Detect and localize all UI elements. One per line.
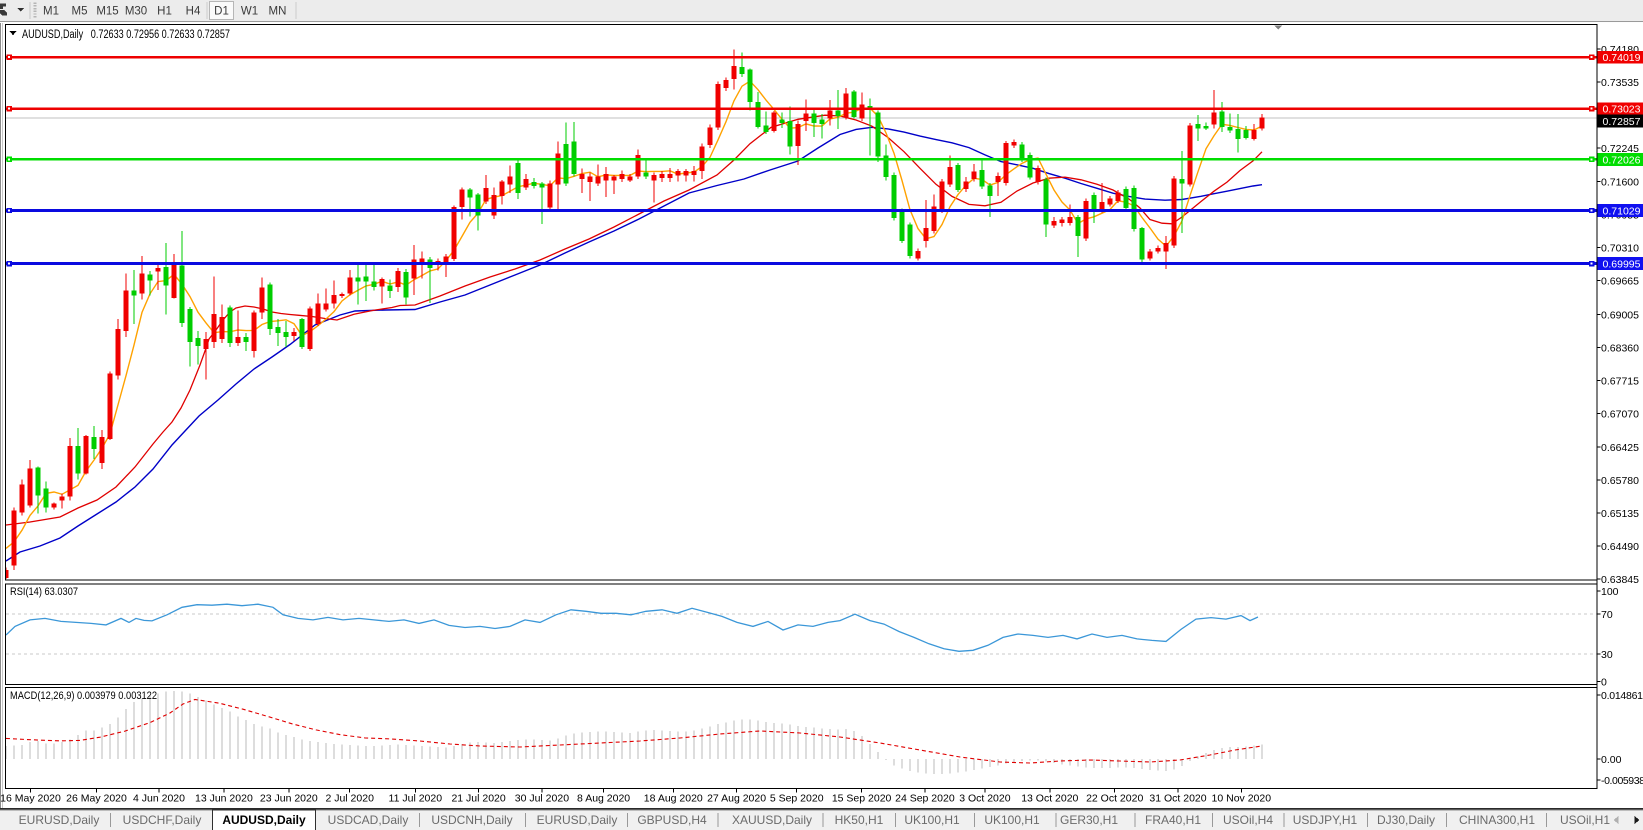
svg-text:5 Sep 2020: 5 Sep 2020 (770, 793, 824, 805)
svg-text:0.66425: 0.66425 (1601, 442, 1639, 454)
svg-text:18 Aug 2020: 18 Aug 2020 (644, 793, 703, 805)
svg-text:0.69665: 0.69665 (1601, 276, 1639, 288)
svg-text:15 Sep 2020: 15 Sep 2020 (832, 793, 892, 805)
svg-text:GBPUSD,H4: GBPUSD,H4 (637, 813, 707, 827)
svg-text:100: 100 (1601, 586, 1619, 598)
svg-text:DJ30,Daily: DJ30,Daily (1377, 813, 1435, 827)
svg-text:30: 30 (1601, 649, 1613, 661)
svg-text:M1: M1 (43, 6, 59, 18)
svg-text:31 Oct 2020: 31 Oct 2020 (1149, 793, 1206, 805)
svg-text:0: 0 (1601, 676, 1607, 688)
svg-text:-0.005938: -0.005938 (1601, 775, 1643, 787)
svg-text:70: 70 (1601, 609, 1613, 621)
svg-text:CHINA300,H1: CHINA300,H1 (1459, 813, 1535, 827)
svg-text:21 Jul 2020: 21 Jul 2020 (451, 793, 505, 805)
svg-text:H1: H1 (157, 6, 172, 18)
svg-text:16 May 2020: 16 May 2020 (0, 793, 61, 805)
svg-text:3 Oct 2020: 3 Oct 2020 (959, 793, 1011, 805)
svg-text:AUDUSD,Daily 0.72633 0.72956: AUDUSD,Daily 0.72633 0.72956 0.72633 0.7… (22, 29, 230, 41)
svg-text:0.72026: 0.72026 (1603, 154, 1641, 166)
svg-text:0.68360: 0.68360 (1601, 343, 1639, 355)
svg-text:0.73023: 0.73023 (1603, 104, 1641, 116)
svg-text:0.00: 0.00 (1601, 754, 1622, 766)
svg-text:USDCNH,Daily: USDCNH,Daily (431, 813, 512, 827)
svg-text:USOil,H1: USOil,H1 (1560, 813, 1610, 827)
svg-text:USOil,H4: USOil,H4 (1223, 813, 1273, 827)
svg-text:30 Jul 2020: 30 Jul 2020 (515, 793, 569, 805)
svg-text:0.72857: 0.72857 (1603, 116, 1641, 128)
svg-text:24 Sep 2020: 24 Sep 2020 (895, 793, 955, 805)
svg-text:22 Oct 2020: 22 Oct 2020 (1086, 793, 1143, 805)
svg-text:0.69995: 0.69995 (1603, 259, 1641, 271)
svg-text:13 Jun 2020: 13 Jun 2020 (195, 793, 253, 805)
svg-text:0.67070: 0.67070 (1601, 409, 1639, 421)
svg-text:23 Jun 2020: 23 Jun 2020 (260, 793, 318, 805)
svg-text:EURUSD,Daily: EURUSD,Daily (19, 813, 100, 827)
svg-text:0.014861: 0.014861 (1601, 690, 1643, 702)
svg-text:AUDUSD,Daily: AUDUSD,Daily (222, 813, 306, 827)
svg-text:8 Aug 2020: 8 Aug 2020 (577, 793, 630, 805)
svg-text:2 Jul 2020: 2 Jul 2020 (325, 793, 374, 805)
svg-text:0.67715: 0.67715 (1601, 376, 1639, 388)
svg-text:4 Jun 2020: 4 Jun 2020 (133, 793, 185, 805)
svg-text:0.69005: 0.69005 (1601, 309, 1639, 321)
svg-text:0.65780: 0.65780 (1601, 475, 1639, 487)
svg-text:HK50,H1: HK50,H1 (835, 813, 884, 827)
svg-text:USDJPY,H1: USDJPY,H1 (1293, 813, 1358, 827)
svg-text:0.73535: 0.73535 (1601, 77, 1639, 89)
svg-text:0.72245: 0.72245 (1601, 143, 1639, 155)
svg-text:USDCHF,Daily: USDCHF,Daily (123, 813, 202, 827)
svg-text:0.74019: 0.74019 (1603, 52, 1641, 64)
svg-text:XAUUSD,Daily: XAUUSD,Daily (732, 813, 812, 827)
svg-text:11 Jul 2020: 11 Jul 2020 (389, 793, 443, 805)
svg-text:W1: W1 (241, 6, 258, 18)
svg-text:M30: M30 (125, 6, 147, 18)
svg-text:GER30,H1: GER30,H1 (1060, 813, 1118, 827)
svg-text:10 Nov 2020: 10 Nov 2020 (1212, 793, 1272, 805)
svg-text:0.65135: 0.65135 (1601, 508, 1639, 520)
svg-text:D1: D1 (214, 6, 229, 18)
svg-text:27 Aug 2020: 27 Aug 2020 (707, 793, 766, 805)
svg-text:RSI(14) 63.0307: RSI(14) 63.0307 (10, 586, 78, 598)
svg-text:0.70310: 0.70310 (1601, 243, 1639, 255)
svg-text:UK100,H1: UK100,H1 (904, 813, 960, 827)
svg-text:EURUSD,Daily: EURUSD,Daily (537, 813, 618, 827)
svg-text:26 May 2020: 26 May 2020 (66, 793, 127, 805)
svg-text:USDCAD,Daily: USDCAD,Daily (328, 813, 409, 827)
svg-text:MACD(12,26,9) 0.003979 0.00312: MACD(12,26,9) 0.003979 0.003122 (10, 690, 157, 702)
svg-text:M5: M5 (72, 6, 88, 18)
svg-text:FRA40,H1: FRA40,H1 (1145, 813, 1201, 827)
svg-text:0.71029: 0.71029 (1603, 206, 1641, 218)
svg-text:M15: M15 (96, 6, 118, 18)
svg-text:0.63845: 0.63845 (1601, 574, 1639, 586)
svg-text:13 Oct 2020: 13 Oct 2020 (1021, 793, 1078, 805)
svg-text:MN: MN (269, 6, 287, 18)
svg-text:H4: H4 (186, 6, 201, 18)
svg-text:UK100,H1: UK100,H1 (984, 813, 1040, 827)
svg-text:0.64490: 0.64490 (1601, 541, 1639, 553)
svg-text:0.71600: 0.71600 (1601, 176, 1639, 188)
